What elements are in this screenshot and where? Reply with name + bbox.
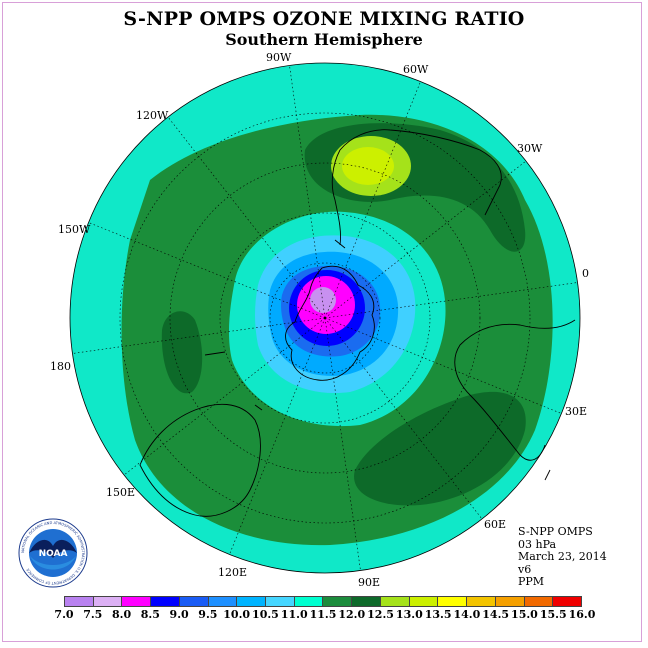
- meridian-line: [167, 116, 326, 319]
- logo-text: NOAA: [39, 549, 68, 559]
- meridian-line: [324, 317, 361, 571]
- colorbar-swatch: [151, 597, 180, 606]
- colorbar-swatch: [495, 597, 525, 606]
- colorbar-swatch: [467, 597, 496, 606]
- map-subtitle: Southern Hemisphere: [225, 30, 423, 49]
- colorbar-tick-label: 8.5: [140, 608, 160, 621]
- colorbar-tick-label: 14.0: [453, 608, 481, 621]
- meridian-line: [88, 222, 326, 319]
- info-date: March 23, 2014: [518, 550, 607, 563]
- lon-label-150e: 150E: [106, 486, 136, 499]
- colorbar-tick-label: 10.5: [252, 608, 279, 621]
- colorbar-tick-label: 12.0: [338, 608, 366, 621]
- colorbar-tick-label: 9.0: [169, 608, 189, 621]
- lon-label-0: 0: [582, 267, 589, 280]
- colorbar-swatch: [179, 597, 209, 606]
- colorbar-tick-label: 7.0: [54, 608, 74, 621]
- colorbar-swatch: [553, 597, 581, 606]
- meridian-line: [72, 317, 326, 354]
- colorbar-swatch: [237, 597, 267, 606]
- meridian-line: [324, 317, 483, 520]
- meridian-line: [324, 160, 527, 319]
- colorbar-tick-label: 15.0: [511, 608, 538, 621]
- lon-label-120w: 120W: [136, 109, 169, 122]
- ozone-field-dark-2: [354, 391, 526, 506]
- colorbar-tick-label: 13.0: [395, 608, 423, 621]
- colorbar-swatch: [323, 597, 353, 606]
- colorbar-swatch: [294, 597, 324, 606]
- colorbar-tick-label: 7.5: [83, 608, 103, 621]
- lon-label-120e: 120E: [218, 566, 248, 579]
- map-outline: [69, 62, 581, 574]
- lon-label-60w: 60W: [403, 63, 429, 76]
- colorbar-swatch: [352, 597, 381, 606]
- colorbar-ticks: 7.0 7.5 8.0 8.5 9.0 9.5 10.0 10.5 11.0 11.5 12.0 12…: [54, 608, 595, 622]
- map-title: S-NPP OMPS OZONE MIXING RATIO: [123, 8, 525, 30]
- colorbar-swatch: [93, 597, 123, 606]
- colorbar-tick-label: 13.5: [424, 608, 452, 621]
- colorbar-swatch: [122, 597, 152, 606]
- meridian-line: [123, 317, 326, 476]
- info-block: S-NPP OMPS 03 hPa March 23, 2014 v6 PPM: [518, 525, 607, 589]
- noaa-logo: NATIONAL OCEANIC AND ATMOSPHERIC ADMINIS…: [18, 518, 88, 588]
- colorbar-swatch: [409, 597, 439, 606]
- colorbar-swatch: [266, 597, 295, 606]
- meridian-line: [324, 81, 421, 319]
- ozone-hole-center: [310, 287, 336, 313]
- lon-label-60e: 60E: [484, 518, 507, 531]
- colorbar-tick-label: 11.5: [309, 608, 337, 621]
- lon-label-30e: 30E: [565, 405, 588, 418]
- info-instrument: S-NPP OMPS: [518, 525, 593, 538]
- info-version: v6: [518, 562, 532, 576]
- colorbar-swatch: [380, 597, 410, 606]
- lon-label-30w: 30W: [517, 142, 543, 155]
- page-frame: [2, 2, 642, 642]
- meridian-line: [229, 317, 326, 555]
- lon-label-180: 180: [50, 360, 71, 373]
- info-units: PPM: [518, 575, 545, 588]
- colorbar-swatch: [438, 597, 468, 606]
- colorbar-swatch: [65, 597, 94, 606]
- colorbar-tick-label: 15.5: [539, 608, 567, 621]
- lon-label-90w: 90W: [266, 51, 292, 64]
- colorbar-tick-label: 8.0: [111, 608, 132, 621]
- coastlines: [139, 129, 576, 517]
- lon-label-90e: 90E: [358, 576, 381, 589]
- meridian-line: [324, 282, 578, 319]
- colorbar: [64, 596, 582, 607]
- colorbar-tick-label: 11.0: [280, 608, 308, 621]
- info-level: 03 hPa: [518, 537, 557, 551]
- colorbar-swatch: [524, 597, 554, 606]
- colorbar-tick-label: 16.0: [568, 608, 596, 621]
- colorbar-tick-label: 9.5: [198, 608, 218, 621]
- colorbar-tick-label: 12.5: [367, 608, 394, 621]
- graticule: [72, 65, 578, 571]
- meridian-line: [324, 317, 562, 414]
- colorbar-tick-label: 10.0: [223, 608, 251, 621]
- lon-label-150w: 150W: [58, 223, 91, 236]
- colorbar-tick-label: 14.5: [482, 608, 510, 621]
- ozone-high-core: [342, 147, 394, 185]
- colorbar-swatch: [208, 597, 238, 606]
- ozone-field-dark-3: [161, 311, 203, 394]
- meridian-line: [289, 65, 326, 319]
